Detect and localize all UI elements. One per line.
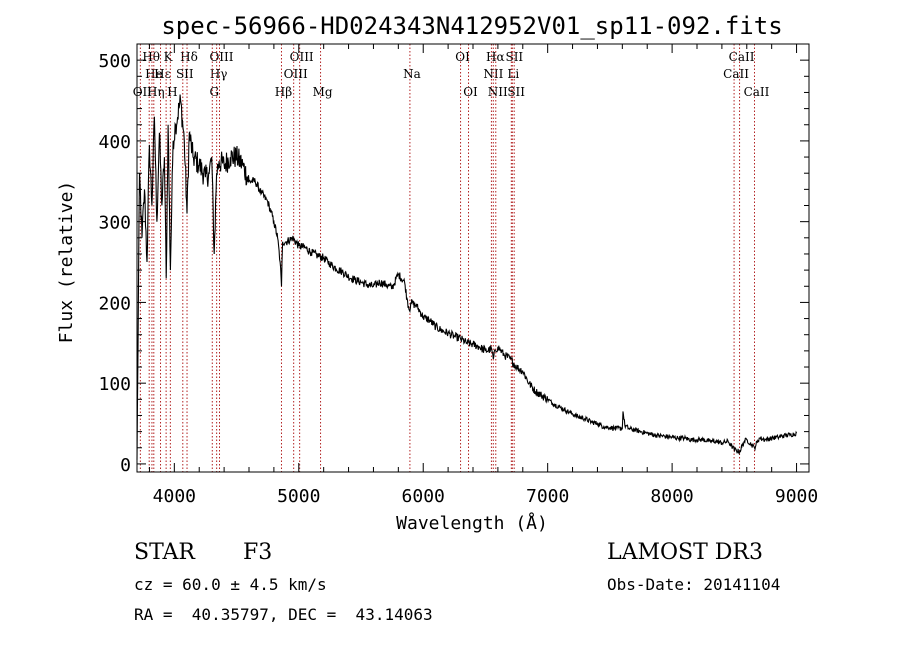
- line-label: CaII: [729, 50, 755, 64]
- object-type: STAR: [134, 540, 195, 565]
- line-label: Hε: [154, 67, 171, 81]
- chart-title: spec-56966-HD024343N412952V01_sp11-092.f…: [161, 12, 782, 40]
- y-tick-label: 0: [120, 455, 131, 476]
- line-label: NII: [488, 85, 508, 99]
- line-label: Na: [403, 67, 421, 81]
- line-label: Hα: [486, 50, 505, 64]
- redshift-cz: cz = 60.0 ± 4.5 km/s: [134, 575, 327, 594]
- y-axis-ticks: 0 100 200 300 400 500: [98, 51, 809, 476]
- line-label: OIII: [290, 50, 314, 64]
- line-label: G: [209, 85, 219, 99]
- y-tick-label: 100: [98, 374, 131, 395]
- line-label: Li: [507, 67, 519, 81]
- line-label: Hγ: [210, 67, 228, 81]
- line-label: K: [164, 50, 174, 64]
- line-label: SII: [507, 85, 525, 99]
- coordinates: RA = 40.35797, DEC = 43.14063: [134, 605, 433, 624]
- line-label: OII: [133, 85, 153, 99]
- line-label: OIII: [284, 67, 308, 81]
- y-axis-label: Flux (relative): [56, 181, 77, 344]
- line-label: CaII: [723, 67, 749, 81]
- line-label: Hη: [147, 85, 165, 99]
- x-tick-label: 7000: [526, 486, 569, 507]
- x-tick-label: 8000: [650, 486, 693, 507]
- spectrum-series: [136, 94, 798, 460]
- x-tick-label: 6000: [402, 486, 445, 507]
- line-label: OI: [463, 85, 478, 99]
- x-axis-label: Wavelength (Å): [396, 512, 548, 534]
- plot-frame: [136, 43, 810, 473]
- line-label: He: [145, 67, 163, 81]
- line-label: OIII: [209, 50, 233, 64]
- subclass: F3: [243, 540, 273, 565]
- line-label: Hθ: [142, 50, 160, 64]
- obs-date: Obs-Date: 20141104: [607, 575, 781, 594]
- line-label: OI: [455, 50, 470, 64]
- line-label: Hβ: [275, 85, 292, 99]
- y-tick-label: 500: [98, 51, 131, 72]
- line-label: Mg: [313, 85, 333, 99]
- line-label: SII: [176, 67, 194, 81]
- line-label: CaII: [744, 85, 770, 99]
- line-label: Hδ: [180, 50, 198, 64]
- spectrum-line: [136, 94, 798, 460]
- x-tick-label: 4000: [153, 486, 196, 507]
- x-tick-label: 5000: [277, 486, 320, 507]
- line-label: H: [167, 85, 177, 99]
- y-tick-label: 300: [98, 213, 131, 234]
- line-label: SII: [505, 50, 523, 64]
- x-tick-label: 9000: [775, 486, 818, 507]
- y-tick-label: 200: [98, 293, 131, 314]
- y-tick-label: 400: [98, 132, 131, 153]
- survey-name: LAMOST DR3: [607, 540, 763, 565]
- x-axis-ticks: 4000 5000 6000 7000 8000 9000: [148, 44, 818, 507]
- line-label: NII: [483, 67, 503, 81]
